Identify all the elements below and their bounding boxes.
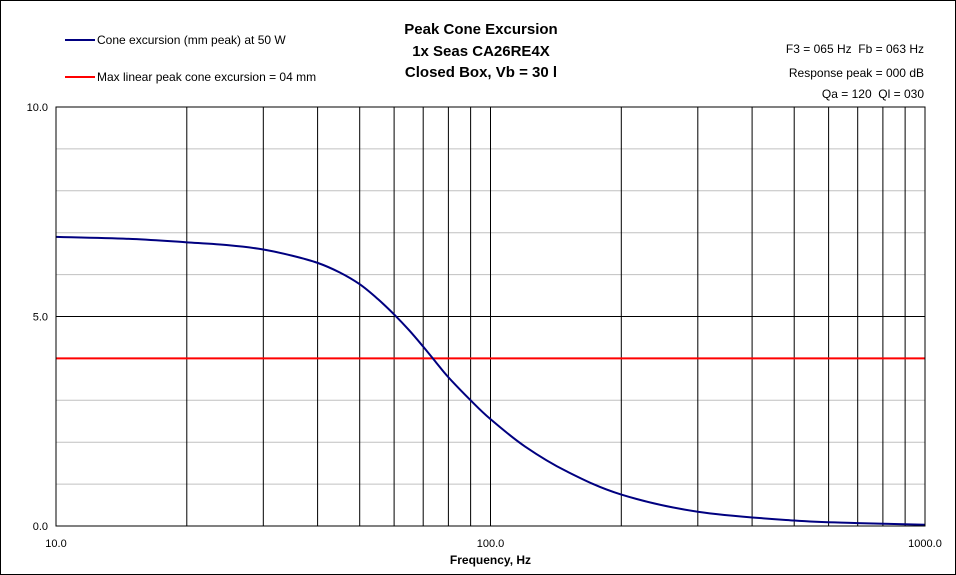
chart-subtitle-enclosure: Closed Box, Vb = 30 l (404, 64, 558, 81)
chart-subtitle-driver: 1x Seas CA26RE4X (412, 43, 550, 60)
y-tick-label: 5.0 (33, 312, 48, 324)
annotation-qa-ql: Qa = 120 Ql = 030 (821, 87, 924, 101)
x-tick-label: 10.0 (45, 538, 66, 550)
chart-title: Peak Cone Excursion (404, 21, 558, 38)
y-tick-label: 0.0 (33, 521, 48, 533)
legend-swatch-max-linear-excursion (65, 76, 95, 78)
legend-item-cone-excursion: Cone excursion (mm peak) at 50 W (65, 32, 286, 48)
x-tick-label: 100.0 (477, 538, 505, 550)
annotation-response-peak: Response peak = 000 dB (788, 66, 924, 80)
legend-label-max-linear-excursion: Max linear peak cone excursion = 04 mm (97, 70, 317, 84)
series-line-cone-excursion (55, 235, 926, 526)
legend-swatch-cone-excursion (65, 39, 95, 41)
annotation-f3-fb: F3 = 065 Hz Fb = 063 Hz (785, 42, 924, 56)
plot-border (55, 106, 926, 527)
legend-label-cone-excursion: Cone excursion (mm peak) at 50 W (97, 33, 286, 47)
x-tick-label: 1000.0 (908, 538, 942, 550)
x-axis-label: Frequency, Hz (450, 553, 531, 567)
y-tick-label: 10.0 (27, 102, 48, 114)
legend-item-max-linear-excursion: Max linear peak cone excursion = 04 mm (65, 69, 316, 85)
